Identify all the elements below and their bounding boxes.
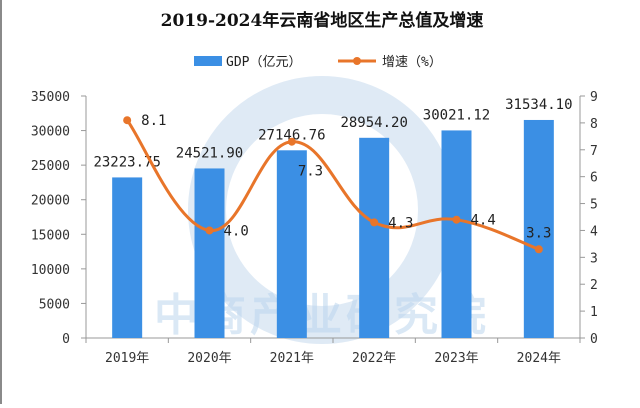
gdp-bar xyxy=(523,119,554,338)
x-axis-tick-label: 2021年 xyxy=(270,351,314,366)
right-axis-tick-label: 9 xyxy=(590,90,598,105)
growth-data-label: 4.3 xyxy=(388,215,413,231)
left-axis-tick-label: 15000 xyxy=(31,228,70,243)
right-axis-tick-label: 2 xyxy=(590,278,598,293)
legend-swatch-gdp xyxy=(194,56,222,66)
legend-label-growth: 增速（%） xyxy=(382,55,442,70)
gdp-bar xyxy=(194,168,225,338)
chart-title: 2019-2024年云南省地区生产总值及增速 xyxy=(161,10,484,31)
right-axis-tick-label: 8 xyxy=(590,117,598,132)
growth-line xyxy=(125,119,540,251)
legend-label-gdp: GDP（亿元） xyxy=(226,55,301,70)
gdp-data-label: 28954.20 xyxy=(340,115,407,131)
growth-marker xyxy=(370,218,379,227)
growth-data-label: 4.4 xyxy=(471,213,496,229)
left-axis-tick-label: 0 xyxy=(62,332,70,347)
growth-marker xyxy=(287,137,296,146)
growth-marker xyxy=(123,116,132,125)
growth-data-label: 8.1 xyxy=(141,113,166,129)
left-axis-tick-label: 25000 xyxy=(31,159,70,174)
x-axis-tick-label: 2022年 xyxy=(352,351,396,366)
x-axis-tick-label: 2019年 xyxy=(105,351,149,366)
x-axis-tick-label: 2024年 xyxy=(517,351,561,366)
left-axis-tick-label: 30000 xyxy=(31,125,70,140)
gdp-data-label: 31534.10 xyxy=(505,97,572,113)
left-axis-tick-label: 5000 xyxy=(39,297,70,312)
growth-marker xyxy=(534,245,543,254)
right-axis-tick-label: 6 xyxy=(590,171,598,186)
x-axis-tick-label: 2020年 xyxy=(187,351,231,366)
gdp-data-label: 27146.76 xyxy=(258,127,325,143)
x-axis-tick-label: 2023年 xyxy=(434,351,478,366)
gdp-data-label: 24521.90 xyxy=(176,145,243,161)
growth-marker xyxy=(205,226,214,235)
gdp-bar xyxy=(276,150,307,338)
gdp-bar xyxy=(359,137,390,338)
right-axis-tick-label: 5 xyxy=(590,198,598,213)
right-axis-tick-label: 3 xyxy=(590,251,598,266)
legend-swatch-growth-marker xyxy=(353,57,361,65)
growth-data-label: 4.0 xyxy=(224,223,249,239)
gdp-bar xyxy=(112,177,143,338)
gdp-data-label: 23223.75 xyxy=(93,154,160,170)
growth-marker xyxy=(452,215,461,224)
growth-data-label: 3.3 xyxy=(526,225,551,241)
left-axis-tick-label: 35000 xyxy=(31,90,70,105)
left-axis-tick-label: 10000 xyxy=(31,263,70,278)
right-axis-tick-label: 7 xyxy=(590,144,598,159)
left-axis-tick-label: 20000 xyxy=(31,194,70,209)
right-axis-tick-label: 1 xyxy=(590,305,598,320)
gdp-data-label: 30021.12 xyxy=(423,107,490,123)
right-axis-tick-label: 4 xyxy=(590,224,598,239)
gdp-bar xyxy=(441,130,472,338)
growth-data-label: 7.3 xyxy=(298,164,323,180)
right-axis-tick-label: 0 xyxy=(590,332,598,347)
